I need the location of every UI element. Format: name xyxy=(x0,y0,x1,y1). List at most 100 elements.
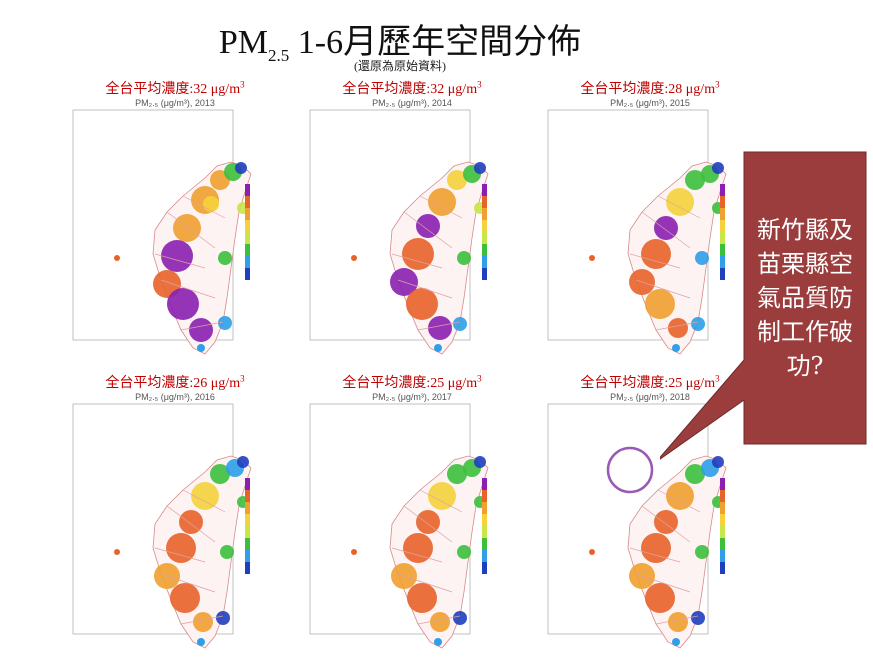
colorbar-segment xyxy=(482,196,487,208)
concentration-blob xyxy=(167,288,199,320)
concentration-blob xyxy=(237,456,249,468)
concentration-blob xyxy=(428,482,456,510)
concentration-blob xyxy=(220,545,234,559)
concentration-blob xyxy=(179,510,203,534)
concentration-blob xyxy=(173,214,201,242)
colorbar-segment xyxy=(482,526,487,538)
colorbar-segment xyxy=(245,256,250,268)
concentration-blob xyxy=(161,240,193,272)
concentration-blob xyxy=(416,510,440,534)
concentration-blob xyxy=(203,196,219,212)
concentration-blob xyxy=(685,464,705,484)
average-concentration-label: 全台平均濃度:28 μg/m3 xyxy=(580,79,720,97)
colorbar-segment xyxy=(245,550,250,562)
concentration-blob xyxy=(235,162,247,174)
penghu-marker xyxy=(114,255,120,261)
colorbar-segment xyxy=(720,550,725,562)
colorbar-segment xyxy=(482,244,487,256)
colorbar-segment xyxy=(482,550,487,562)
colorbar-segment xyxy=(245,538,250,550)
pm25-map-2017 xyxy=(309,403,489,649)
colorbar-segment xyxy=(482,184,487,196)
map-title: PM₂.₅ (μg/m³), 2015 xyxy=(610,98,690,108)
map-panel-2015: 全台平均濃度:28 μg/m3 PM₂.₅ (μg/m³), 2015 xyxy=(530,78,770,368)
concentration-blob xyxy=(474,162,486,174)
colorbar-segment xyxy=(482,220,487,232)
concentration-blob xyxy=(641,239,671,269)
colorbar-segment xyxy=(482,490,487,502)
county-boundaries xyxy=(154,195,226,331)
colorbar-segment xyxy=(720,232,725,244)
colorbar-segment xyxy=(245,196,250,208)
colorbar-segment xyxy=(245,514,250,526)
concentration-blob xyxy=(406,288,438,320)
average-concentration-label: 全台平均濃度:32 μg/m3 xyxy=(342,79,482,97)
colorbar-segment xyxy=(245,220,250,232)
concentration-blob xyxy=(193,612,213,632)
map-title: PM₂.₅ (μg/m³), 2013 xyxy=(135,98,215,108)
concentration-blob xyxy=(695,545,709,559)
callout-text: 新竹縣及苗栗縣空氣品質防制工作破功? xyxy=(757,216,853,380)
map-title: PM₂.₅ (μg/m³), 2017 xyxy=(372,392,452,402)
lanyu-marker xyxy=(197,344,205,352)
concentration-blob xyxy=(668,318,688,338)
colorbar-segment xyxy=(245,490,250,502)
concentration-blob xyxy=(641,533,671,563)
map-title: PM₂.₅ (μg/m³), 2018 xyxy=(610,392,690,402)
colorbar-segment xyxy=(720,244,725,256)
concentration-blob xyxy=(695,251,709,265)
concentration-blob xyxy=(447,464,467,484)
concentration-blob xyxy=(189,318,213,342)
colorbar-segment xyxy=(482,514,487,526)
concentration-blob xyxy=(407,583,437,613)
callout-shape xyxy=(660,151,867,460)
colorbar-segment xyxy=(720,256,725,268)
concentration-blob xyxy=(416,214,440,238)
colorbar-segment xyxy=(245,502,250,514)
concentration-blob xyxy=(645,583,675,613)
colorbar-segment xyxy=(245,562,250,574)
colorbar-segment xyxy=(245,208,250,220)
colorbar-segment xyxy=(720,268,725,280)
county-boundaries xyxy=(391,489,463,625)
concentration-blob xyxy=(457,545,471,559)
concentration-blob xyxy=(666,482,694,510)
colorbar-segment xyxy=(482,478,487,490)
colorbar-segment xyxy=(245,268,250,280)
colorbar-segment xyxy=(245,232,250,244)
colorbar-segment xyxy=(720,562,725,574)
average-concentration-label: 全台平均濃度:25 μg/m3 xyxy=(342,373,482,391)
lanyu-marker xyxy=(434,638,442,646)
pm25-map-2013 xyxy=(72,109,252,355)
colorbar-segment xyxy=(720,526,725,538)
concentration-blob xyxy=(191,482,219,510)
concentration-blob xyxy=(402,238,434,270)
concentration-blob xyxy=(691,317,705,331)
concentration-blob xyxy=(428,316,452,340)
penghu-marker xyxy=(589,255,595,261)
colorbar-segment xyxy=(720,196,725,208)
penghu-marker xyxy=(589,549,595,555)
concentration-blob xyxy=(474,456,486,468)
lanyu-marker xyxy=(672,638,680,646)
penghu-marker xyxy=(114,549,120,555)
map-title: PM₂.₅ (μg/m³), 2016 xyxy=(135,392,215,402)
lanyu-marker xyxy=(197,638,205,646)
average-concentration-label: 全台平均濃度:25 μg/m3 xyxy=(580,373,720,391)
concentration-blob xyxy=(666,188,694,216)
slide-title: PM2.5 1-6月歷年空間分佈 xyxy=(218,24,582,65)
colorbar-segment xyxy=(245,184,250,196)
concentration-blob xyxy=(712,456,724,468)
map-panel-2013: 全台平均濃度:32 μg/m3 PM₂.₅ (μg/m³), 2013 xyxy=(55,78,295,368)
average-concentration-label: 全台平均濃度:26 μg/m3 xyxy=(105,373,245,391)
pm25-map-2016 xyxy=(72,403,252,649)
highlight-circle xyxy=(606,446,654,494)
colorbar-segment xyxy=(482,502,487,514)
colorbar-segment xyxy=(720,208,725,220)
concentration-blob xyxy=(457,251,471,265)
colorbar-segment xyxy=(720,502,725,514)
penghu-marker xyxy=(351,549,357,555)
concentration-blob xyxy=(654,216,678,240)
colorbar-segment xyxy=(482,232,487,244)
concentration-blob xyxy=(430,612,450,632)
